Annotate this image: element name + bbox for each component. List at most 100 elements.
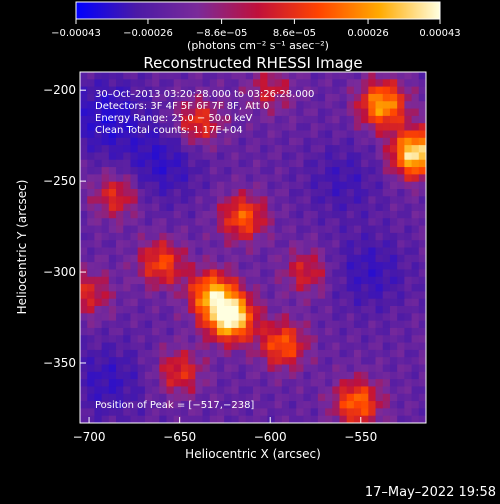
heatmap-cell	[353, 167, 362, 175]
heatmap-cell	[397, 93, 405, 102]
heatmap-cell	[296, 247, 305, 256]
heatmap-cell	[274, 137, 283, 146]
heatmap-cell	[152, 254, 160, 263]
heatmap-cell	[224, 181, 232, 190]
heatmap-cell	[339, 218, 348, 227]
heatmap-cell	[418, 349, 426, 358]
heatmap-cell	[325, 203, 333, 212]
heatmap-cell	[389, 276, 398, 285]
heatmap-cell	[137, 320, 146, 329]
heatmap-cell	[310, 189, 319, 197]
heatmap-cell	[224, 276, 232, 285]
heatmap-cell	[116, 86, 124, 95]
heatmap-cell	[296, 335, 305, 344]
heatmap-cell	[260, 262, 269, 271]
heatmap-cell	[253, 415, 261, 423]
heatmap-cell	[180, 108, 189, 117]
heatmap-cell	[166, 108, 175, 117]
heatmap-cell	[195, 364, 204, 373]
heatmap-cell	[108, 115, 117, 124]
heatmap-cell	[418, 247, 426, 256]
heatmap-cell	[310, 298, 319, 307]
heatmap-cell	[209, 93, 218, 102]
heatmap-cell	[411, 386, 420, 395]
heatmap-cell	[195, 123, 204, 132]
heatmap-cell	[289, 130, 297, 139]
heatmap-cell	[116, 145, 124, 154]
heatmap-cell	[325, 276, 333, 285]
heatmap-cell	[101, 159, 110, 168]
heatmap-cell	[130, 401, 139, 409]
heatmap-cell	[245, 276, 254, 285]
heatmap-cell	[80, 349, 88, 358]
heatmap-cell	[159, 247, 168, 256]
heatmap-cell	[238, 145, 247, 154]
heatmap-cell	[216, 108, 225, 117]
heatmap-cell	[188, 203, 196, 212]
heatmap-cell	[238, 320, 247, 329]
heatmap-cell	[317, 196, 326, 205]
heatmap-cell	[116, 349, 124, 358]
heatmap-cell	[130, 210, 139, 219]
heatmap-cell	[353, 408, 362, 417]
heatmap-cell	[216, 306, 225, 314]
heatmap-cell	[368, 262, 377, 271]
heatmap-cell	[253, 401, 261, 409]
heatmap-cell	[216, 218, 225, 227]
heatmap-cell	[152, 123, 160, 132]
heatmap-cell	[166, 101, 175, 110]
heatmap-cell	[159, 393, 168, 402]
heatmap-cell	[375, 313, 384, 322]
heatmap-cell	[108, 371, 117, 380]
heatmap-cell	[253, 181, 261, 190]
heatmap-cell	[173, 254, 182, 263]
heatmap-cell	[87, 159, 96, 168]
heatmap-cell	[202, 115, 211, 124]
heatmap-cell	[80, 364, 88, 373]
heatmap-cell	[137, 123, 146, 132]
heatmap-cell	[289, 167, 297, 175]
heatmap-cell	[202, 218, 211, 227]
heatmap-cell	[411, 269, 420, 278]
heatmap-cell	[289, 386, 297, 395]
heatmap-cell	[188, 93, 196, 102]
heatmap-cell	[389, 415, 398, 423]
heatmap-cell	[397, 196, 405, 205]
heatmap-cell	[231, 86, 240, 95]
heatmap-cell	[195, 93, 204, 102]
heatmap-cell	[274, 247, 283, 256]
x-tick-label: −600	[254, 430, 287, 444]
heatmap-cell	[245, 291, 254, 300]
heatmap-cell	[397, 276, 405, 285]
heatmap-cell	[209, 108, 218, 117]
heatmap-cell	[152, 79, 160, 88]
heatmap-cell	[202, 335, 211, 344]
heatmap-cell	[116, 72, 124, 80]
heatmap-cell	[180, 130, 189, 139]
heatmap-cell	[332, 167, 341, 175]
heatmap-cell	[144, 306, 153, 314]
heatmap-cell	[353, 371, 362, 380]
heatmap-cell	[152, 189, 160, 197]
heatmap-cell	[382, 79, 391, 88]
heatmap-cell	[289, 371, 297, 380]
heatmap-cell	[195, 349, 204, 358]
heatmap-cell	[87, 357, 96, 366]
heatmap-cell	[274, 349, 283, 358]
heatmap-cell	[281, 254, 290, 263]
heatmap-cell	[224, 189, 232, 197]
heatmap-cell	[188, 415, 196, 423]
heatmap-cell	[303, 218, 312, 227]
heatmap-cell	[238, 137, 247, 146]
heatmap-cell	[310, 393, 319, 402]
heatmap-cell	[231, 320, 240, 329]
heatmap-cell	[130, 269, 139, 278]
heatmap-cell	[123, 342, 132, 351]
heatmap-cell	[375, 218, 384, 227]
heatmap-cell	[375, 349, 384, 358]
heatmap-cell	[411, 327, 420, 336]
heatmap-cell	[224, 145, 232, 154]
heatmap-cell	[137, 269, 146, 278]
heatmap-cell	[411, 123, 420, 132]
heatmap-cell	[353, 247, 362, 256]
